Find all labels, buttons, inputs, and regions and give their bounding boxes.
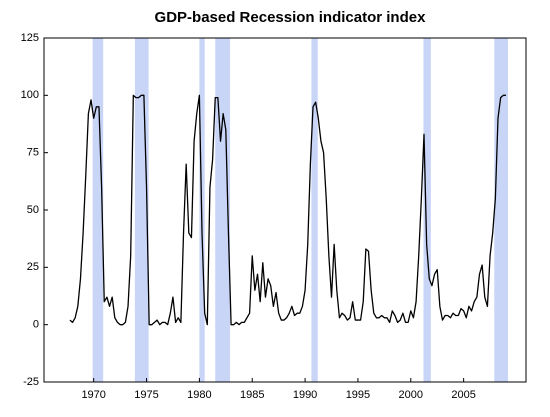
y-tick-label: 100 <box>21 89 39 101</box>
y-tick-label: 125 <box>21 32 39 44</box>
x-tick-label: 1990 <box>293 389 317 401</box>
y-tick-label: 75 <box>27 147 39 159</box>
shaded-period <box>92 38 104 382</box>
x-tick-label: 1985 <box>240 389 264 401</box>
x-tick-label: 1995 <box>346 389 370 401</box>
chart-title: GDP-based Recession indicator index <box>155 9 427 26</box>
x-tick-label: 2000 <box>399 389 423 401</box>
x-tick-label: 1970 <box>81 389 105 401</box>
x-tick-label: 2005 <box>451 389 475 401</box>
x-tick-label: 1980 <box>187 389 211 401</box>
y-tick-label: 0 <box>33 319 39 331</box>
x-tick-label: 1975 <box>134 389 158 401</box>
shaded-period <box>311 38 318 382</box>
y-tick-label: 25 <box>27 261 39 273</box>
data-line <box>69 94 506 326</box>
shaded-period <box>494 38 509 382</box>
shaded-period <box>423 38 431 382</box>
y-tick-label: 50 <box>27 204 39 216</box>
y-tick-label: -25 <box>23 376 39 388</box>
plot-frame <box>43 37 527 383</box>
